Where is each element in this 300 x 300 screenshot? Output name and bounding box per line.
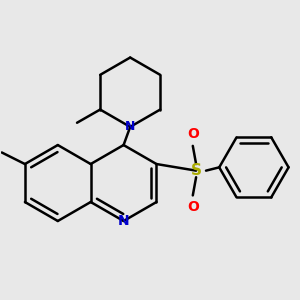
Text: N: N — [118, 214, 129, 228]
Text: S: S — [190, 163, 202, 178]
Text: O: O — [187, 200, 199, 214]
Text: O: O — [187, 127, 199, 141]
Text: N: N — [125, 120, 135, 134]
